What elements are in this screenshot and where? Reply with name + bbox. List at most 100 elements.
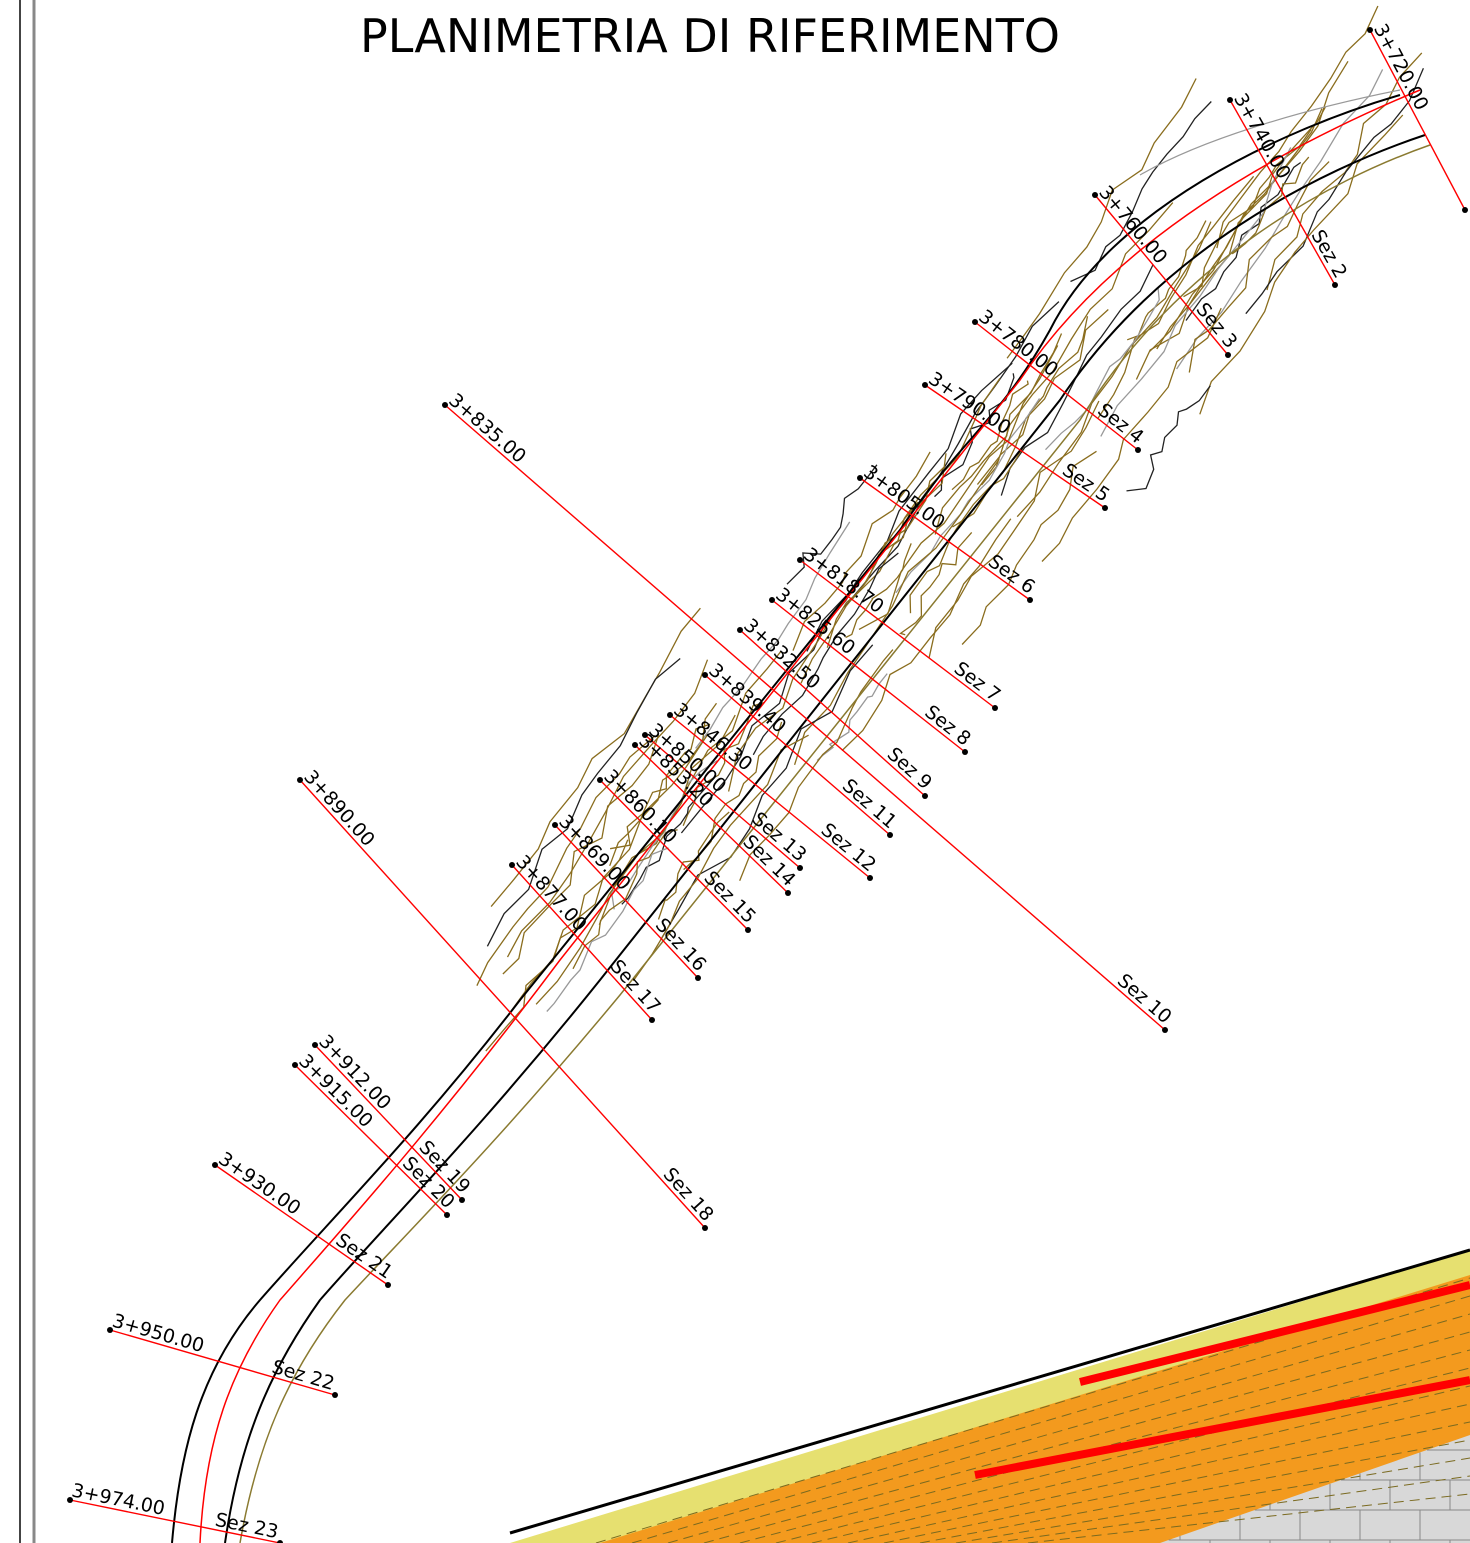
section-marker: [297, 777, 303, 783]
road-edge: [224, 134, 1426, 1543]
section-marker: [312, 1042, 318, 1048]
section-marker: [867, 875, 873, 881]
section-marker: [292, 1062, 298, 1068]
contour: [1070, 101, 1212, 283]
section-line: [669, 714, 871, 879]
section-marker: [702, 672, 708, 678]
section-marker: [737, 627, 743, 633]
section-line: [799, 559, 996, 709]
section-line: [554, 824, 699, 979]
contour: [1199, 114, 1404, 415]
contour: [845, 543, 912, 639]
contour: [1045, 287, 1160, 451]
contour: [752, 552, 899, 756]
section-line: [704, 674, 891, 836]
section-marker: [972, 319, 978, 325]
section-marker: [1225, 352, 1231, 358]
contours: [476, 5, 1424, 1052]
section-marker: [1227, 97, 1233, 103]
section-line: [924, 384, 1106, 509]
section-line: [299, 779, 706, 1229]
hatch: [991, 1475, 1470, 1543]
section-marker: [695, 975, 701, 981]
contour: [609, 702, 718, 867]
hatch: [631, 1295, 1470, 1543]
contour: [1216, 5, 1379, 249]
section-line: [444, 404, 1166, 1031]
section-marker: [649, 1017, 655, 1023]
section-marker: [442, 402, 448, 408]
section-line: [109, 1329, 336, 1396]
section-line: [739, 629, 926, 797]
contour: [621, 775, 717, 905]
contour: [1176, 69, 1384, 370]
red-line: [1079, 1281, 1470, 1386]
contour: [1097, 175, 1255, 420]
section-line: [599, 779, 749, 931]
contour: [928, 400, 1100, 658]
section-marker: [992, 705, 998, 711]
section-marker: [67, 1497, 73, 1503]
bedrock: [1160, 1435, 1470, 1543]
contour: [899, 531, 973, 636]
section-marker: [797, 557, 803, 563]
section-marker: [509, 862, 515, 868]
bedrock-pattern: [1168, 1449, 1470, 1543]
red-line: [974, 1376, 1470, 1479]
section-marker: [642, 732, 648, 738]
section-marker: [385, 1282, 391, 1288]
section-marker: [1135, 447, 1141, 453]
contour: [1100, 147, 1292, 437]
contour: [909, 445, 1025, 614]
road: [171, 89, 1431, 1543]
section-line: [1094, 194, 1229, 356]
section-marker: [107, 1327, 113, 1333]
contour: [485, 839, 629, 1052]
contour: [858, 345, 1059, 630]
section-marker: [1027, 597, 1033, 603]
contour: [476, 735, 656, 986]
contour: [572, 829, 678, 970]
section-marker: [887, 832, 893, 838]
section-line: [1229, 99, 1336, 286]
section-marker: [785, 890, 791, 896]
section-marker: [444, 1212, 450, 1218]
section-marker: [597, 777, 603, 783]
contour: [806, 362, 1013, 652]
contour: [1156, 106, 1326, 350]
section-marker: [1462, 207, 1468, 213]
contour: [632, 734, 809, 982]
contour: [490, 607, 701, 908]
existing-road: [1139, 89, 1401, 176]
hatch: [703, 1331, 1470, 1543]
section-marker: [745, 927, 751, 933]
section-marker: [797, 865, 803, 871]
hatch: [883, 1421, 1470, 1543]
contour: [502, 735, 660, 975]
section-marker: [769, 597, 775, 603]
geology-block: [509, 1248, 1470, 1543]
hatch: [847, 1403, 1470, 1543]
section-line: [644, 734, 801, 869]
section-marker: [922, 382, 928, 388]
section-marker: [1102, 505, 1108, 511]
hatch: [955, 1457, 1470, 1543]
contour: [486, 658, 681, 947]
contour: [792, 451, 931, 651]
section-marker: [702, 1225, 708, 1231]
contour: [895, 398, 1041, 594]
section-marker: [332, 1392, 338, 1398]
section-line: [294, 1064, 448, 1216]
section-marker: [212, 1162, 218, 1168]
contour: [657, 811, 730, 920]
road-edge: [171, 94, 1401, 1543]
contour: [841, 518, 1012, 752]
section-marker: [1332, 282, 1338, 288]
contour: [1041, 307, 1222, 562]
contour: [951, 380, 1029, 491]
hatch: [811, 1385, 1470, 1543]
contour: [506, 659, 709, 958]
section-marker: [459, 1197, 465, 1203]
